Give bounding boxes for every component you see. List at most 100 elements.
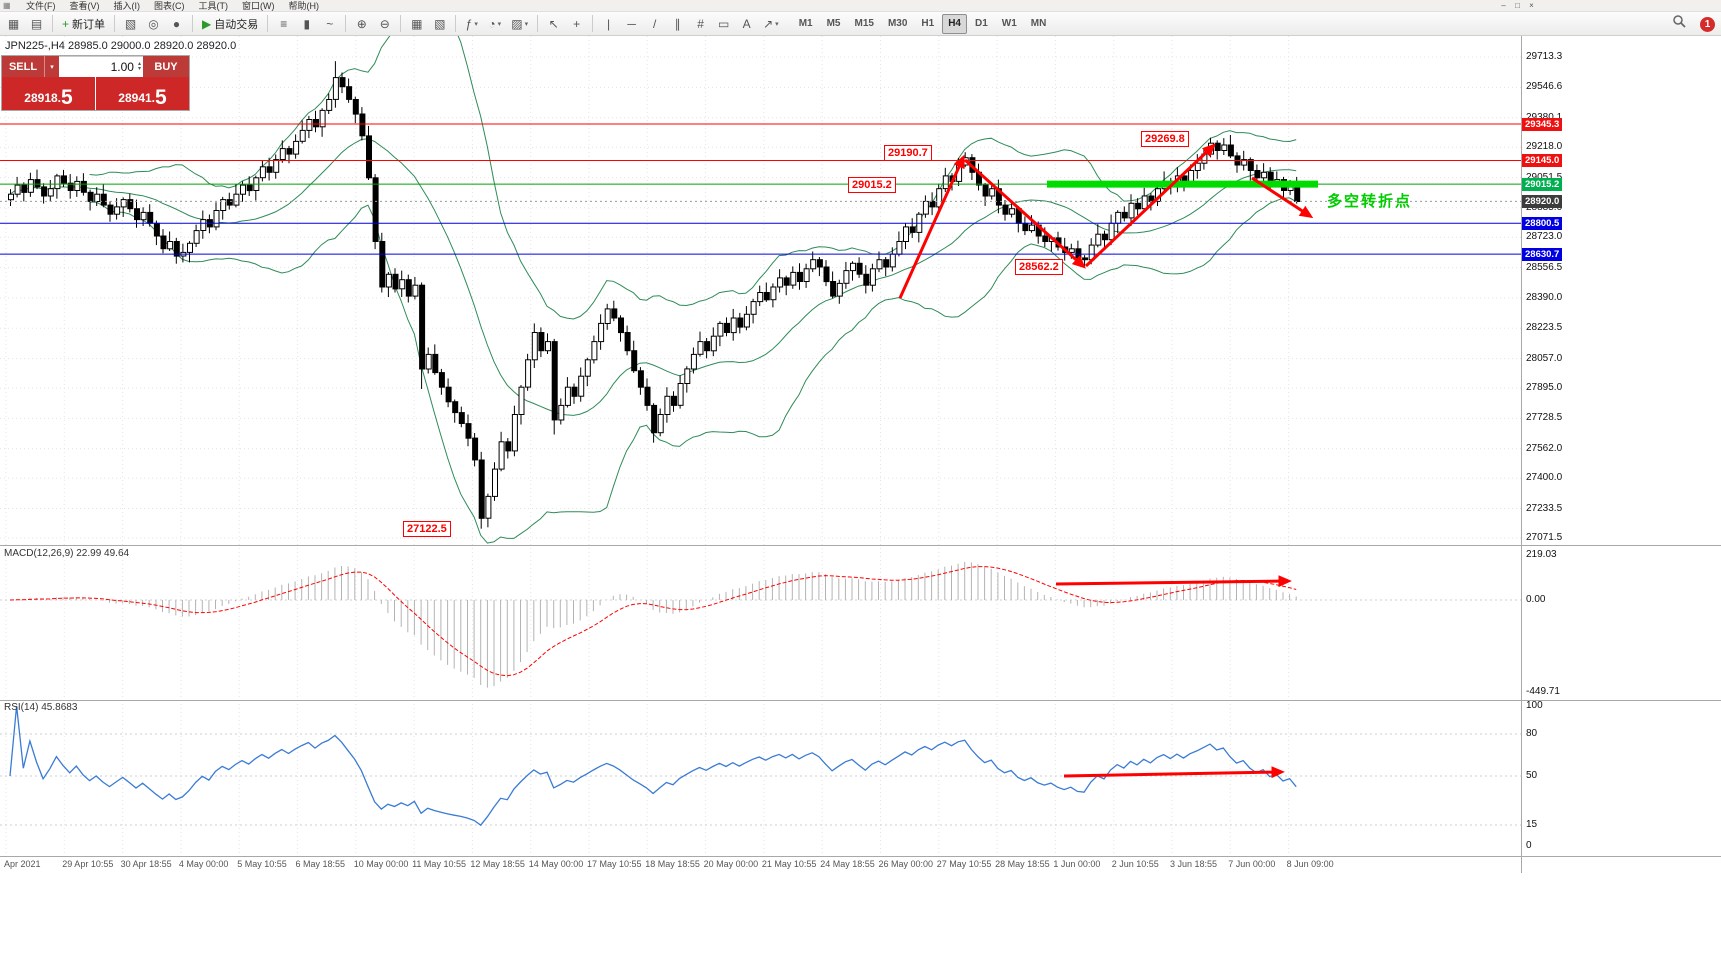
- toolbar-separator: [267, 15, 269, 32]
- timeframe-d1[interactable]: D1: [975, 17, 988, 29]
- data-window-button[interactable]: ▤: [26, 14, 47, 34]
- timeframe-h4[interactable]: H4: [942, 13, 967, 34]
- candle: [1227, 135, 1234, 159]
- candle: [770, 283, 777, 308]
- candle: [545, 333, 551, 354]
- trendline-button[interactable]: /: [644, 14, 665, 34]
- chart-window-icon: ▦: [3, 1, 11, 10]
- timeframe-w1[interactable]: W1: [1001, 17, 1017, 29]
- candle: [618, 315, 624, 342]
- sell-dropdown[interactable]: ▾: [44, 56, 59, 77]
- trend-arrows[interactable]: [898, 143, 1314, 299]
- sell-price-button[interactable]: 28918. 5: [2, 77, 95, 110]
- menu-item[interactable]: 文件(F): [26, 0, 56, 11]
- stepper-down-icon[interactable]: ▾: [137, 66, 141, 72]
- crosshair-button[interactable]: +: [566, 14, 587, 34]
- candle: [339, 72, 346, 94]
- close-icon[interactable]: ×: [1529, 1, 1534, 10]
- zoom-out-button[interactable]: ⊖: [374, 14, 395, 34]
- candle: [1002, 200, 1009, 221]
- candle: [200, 210, 207, 239]
- candle: [1221, 138, 1228, 155]
- volume-input[interactable]: 1.00 ▴ ▾: [59, 56, 143, 77]
- record-button[interactable]: ●: [166, 14, 187, 34]
- autotrading-button[interactable]: ▶ 自动交易: [198, 14, 262, 34]
- menu-item[interactable]: 图表(C): [154, 0, 185, 11]
- menu-item[interactable]: 工具(T): [198, 0, 229, 11]
- candle: [518, 385, 525, 425]
- toolbar-separator: [537, 15, 539, 32]
- indicators-button[interactable]: ƒ ▾: [461, 14, 482, 34]
- equidistant-channel-button[interactable]: ∥: [667, 14, 688, 34]
- timeframe-m1[interactable]: M1: [798, 17, 813, 29]
- candle: [253, 175, 260, 201]
- macd-trend-arrow[interactable]: [1055, 575, 1292, 588]
- timeframe-m30[interactable]: M30: [887, 17, 908, 29]
- restore-icon[interactable]: □: [1515, 1, 1520, 10]
- menu-item[interactable]: 插入(I): [113, 0, 141, 11]
- search-button[interactable]: [1673, 14, 1694, 34]
- profiles-button[interactable]: ▧: [120, 14, 141, 34]
- buy-button[interactable]: BUY: [143, 56, 189, 77]
- arrows-button[interactable]: ↗ ▾: [759, 14, 783, 34]
- periods-button[interactable]: ◔ ▾: [484, 14, 505, 34]
- autotrading-icon: ▶: [202, 16, 212, 31]
- timeframe-m5[interactable]: M5: [826, 17, 841, 29]
- bull-bear-turning-point-label[interactable]: 多空转折点: [1327, 193, 1413, 210]
- candle: [425, 347, 432, 374]
- zoom-in-button[interactable]: ⊕: [351, 14, 372, 34]
- candle: [173, 237, 180, 264]
- child-window-controls: – □ ×: [1498, 0, 1537, 11]
- price-level-lines[interactable]: [0, 123, 1521, 255]
- horizontal-line-button[interactable]: ─: [621, 14, 642, 34]
- candle: [1135, 198, 1142, 216]
- candle: [21, 182, 28, 202]
- search-icon: [1673, 15, 1686, 28]
- vertical-line-button[interactable]: |: [598, 14, 619, 34]
- timeframe-m15[interactable]: M15: [854, 17, 874, 29]
- cascade-windows-button[interactable]: ▧: [429, 14, 450, 34]
- alerts-button[interactable]: ◎: [143, 14, 164, 34]
- chart-grid: [0, 36, 1521, 857]
- candle: [730, 308, 737, 341]
- volume-stepper[interactable]: ▴ ▾: [137, 61, 141, 72]
- market-watch-button[interactable]: ▦: [3, 14, 24, 34]
- line-chart-button[interactable]: ~: [319, 14, 340, 34]
- arrows-icon: ↗: [763, 16, 774, 31]
- sell-button[interactable]: SELL: [2, 56, 44, 77]
- rsi-trend-arrow[interactable]: [1063, 766, 1285, 779]
- menu-item[interactable]: 查看(V): [69, 0, 100, 11]
- timeframe-h1[interactable]: H1: [921, 17, 935, 29]
- candle: [405, 274, 412, 303]
- shapes-button[interactable]: ▭: [713, 14, 734, 34]
- minimize-icon[interactable]: –: [1501, 1, 1506, 10]
- tile-windows-button[interactable]: ▦: [406, 14, 427, 34]
- text-button[interactable]: A: [736, 14, 757, 34]
- candle: [1194, 154, 1201, 179]
- buy-price-button[interactable]: 28941. 5: [96, 77, 189, 110]
- chart-ohlc-header: JPN225-,H4 28985.0 29000.0 28920.0 28920…: [5, 40, 237, 52]
- notification-badge[interactable]: 1: [1700, 16, 1715, 32]
- stepper-up-icon[interactable]: ▴: [137, 61, 141, 67]
- candle: [352, 96, 359, 124]
- candle: [419, 282, 426, 389]
- fibonacci-button[interactable]: #: [690, 14, 711, 34]
- templates-button[interactable]: ▨ ▾: [507, 14, 532, 34]
- new-order-button[interactable]: + 新订单: [58, 14, 109, 34]
- menu-item[interactable]: 帮助(H): [288, 0, 320, 11]
- candle: [677, 375, 684, 409]
- candle: [246, 176, 253, 196]
- candle: [697, 331, 704, 357]
- candle: [193, 224, 200, 247]
- toolbar-separator: [592, 15, 594, 32]
- candlestick-chart-button[interactable]: ▮: [296, 14, 317, 34]
- candle: [472, 433, 479, 467]
- bar-chart-button[interactable]: ≡: [273, 14, 294, 34]
- panel-separators: [0, 36, 1721, 873]
- menu-item[interactable]: 窗口(W): [242, 0, 275, 11]
- candle: [876, 251, 883, 273]
- cursor-button[interactable]: ↖: [543, 14, 564, 34]
- timeframe-mn[interactable]: MN: [1030, 17, 1047, 29]
- templates-icon: ▨: [511, 16, 523, 31]
- buy-price-main: 28941.: [118, 91, 155, 105]
